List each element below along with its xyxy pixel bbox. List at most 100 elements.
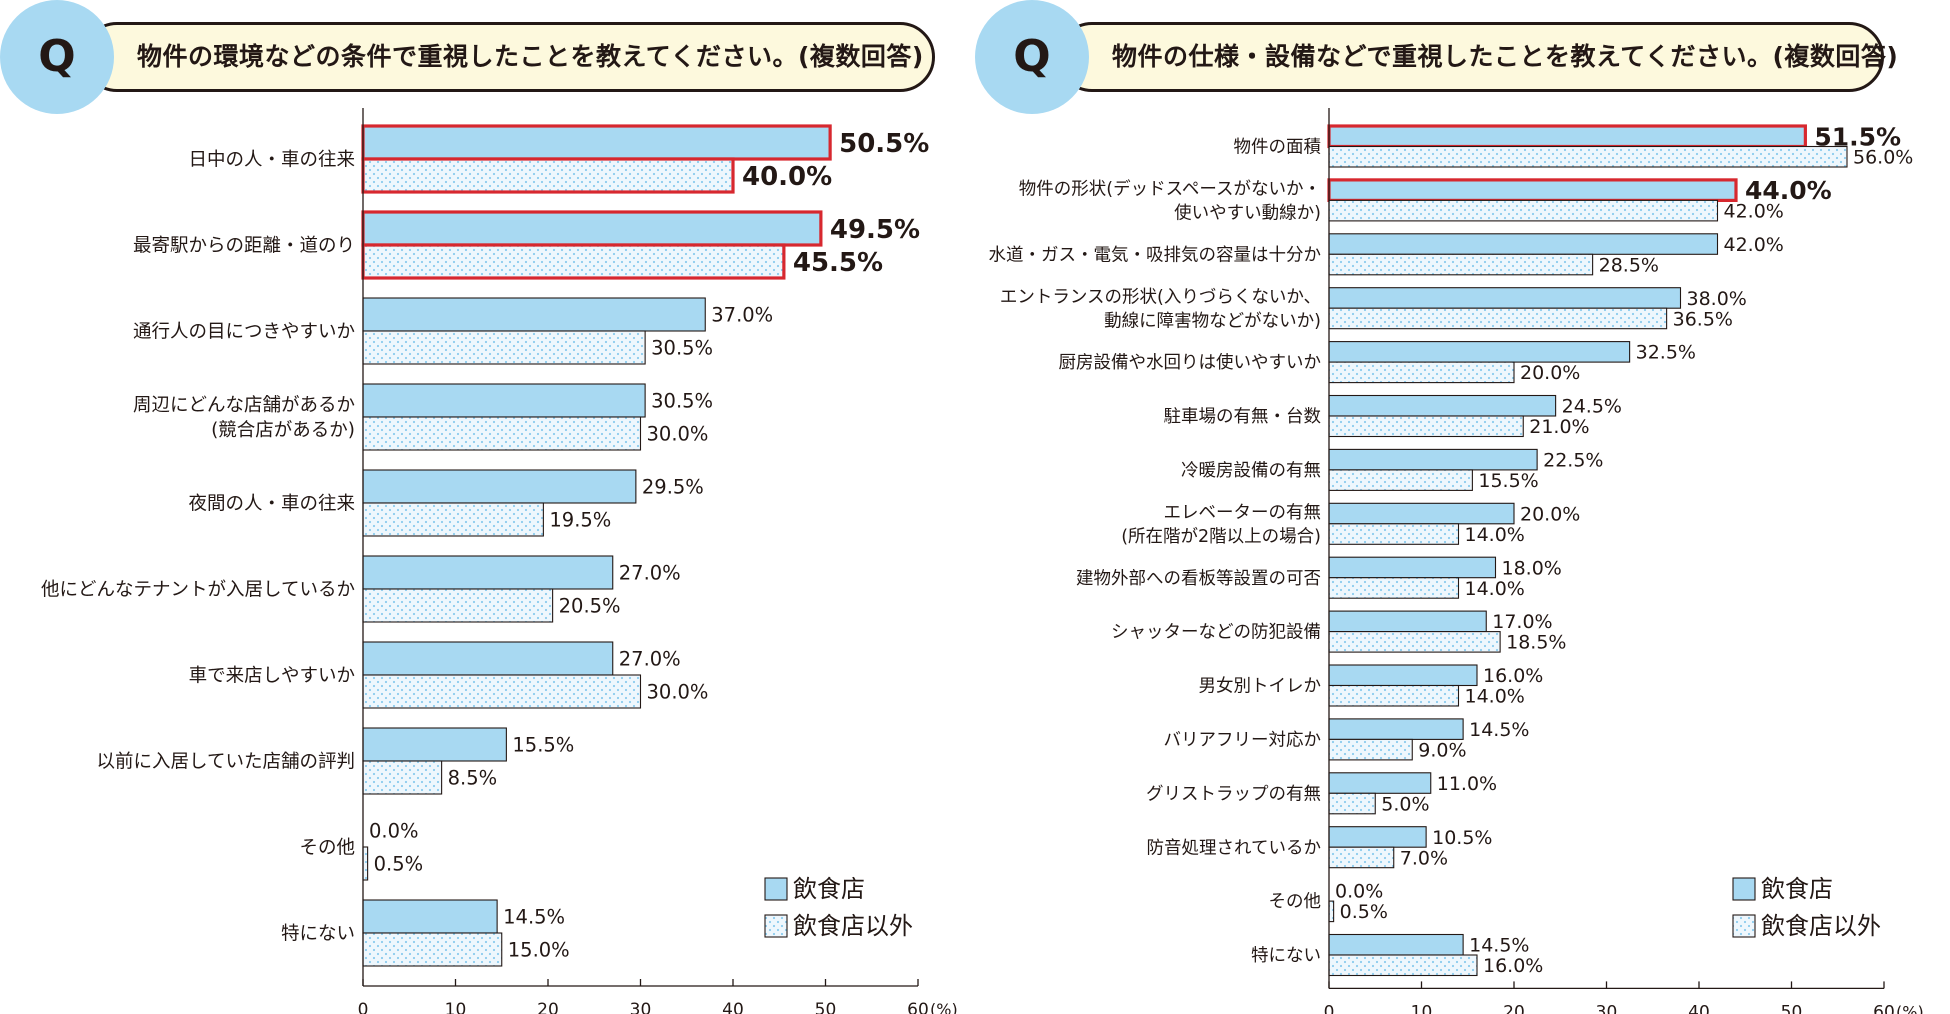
data-label: 21.0% — [1529, 416, 1589, 438]
bar-non-restaurant — [362, 846, 369, 881]
category-group: エレベーターの有無 (所在階が2階以上の場合) 20.0%14.0% — [1121, 502, 1580, 547]
bar-restaurant — [361, 124, 832, 161]
bar-restaurant — [1328, 610, 1487, 633]
bar-non-restaurant — [1328, 846, 1395, 869]
bar-non-restaurant — [362, 932, 503, 967]
bar-non-restaurant — [362, 760, 443, 795]
category-group: 日中の人・車の往来 50.5%40.0% — [188, 124, 929, 194]
bar-non-restaurant — [1328, 792, 1376, 815]
bar-non-restaurant — [361, 157, 735, 194]
data-label: 38.0% — [1687, 288, 1747, 310]
legend-swatch-restaurant — [764, 877, 788, 901]
bar-restaurant — [1328, 287, 1682, 309]
bar-restaurant — [1328, 826, 1427, 848]
category-group: 特にない 14.5%16.0% — [1251, 933, 1543, 977]
data-label: 30.5% — [651, 390, 713, 413]
category-group: バリアフリー対応か 14.5%9.0% — [1164, 718, 1529, 761]
x-tick-label: 10 — [1411, 1002, 1433, 1014]
bar-non-restaurant — [1328, 900, 1335, 923]
data-label: 18.0% — [1502, 557, 1562, 579]
question-box: 物件の環境などの条件で重視したことを教えてください。(複数回答) — [82, 22, 935, 92]
bar-restaurant — [1328, 394, 1557, 417]
category-label: 使いやすい動線か) — [1174, 203, 1321, 224]
category-label: その他 — [1269, 892, 1322, 912]
legend-label: 飲食店以外 — [1761, 912, 1881, 940]
bar-restaurant — [1327, 124, 1807, 149]
category-label: 他にどんなテナントが入居しているか — [41, 579, 355, 600]
data-label: 11.0% — [1437, 773, 1497, 795]
category-label: 防音処理されているか — [1147, 838, 1321, 858]
chart-panel-facilities: 物件の仕様・設備などで重視したことを教えてください。(複数回答) Q 物件の面積… — [975, 0, 1950, 1014]
category-label: エレベーターの有無 — [1164, 503, 1322, 523]
category-group: 車で来店しやすいか 27.0% 30.0% — [189, 641, 709, 709]
x-tick-label: 20 — [537, 1000, 559, 1014]
data-label: 0.5% — [374, 853, 424, 876]
data-label: 45.5% — [793, 248, 883, 278]
bar-restaurant — [1328, 448, 1538, 471]
bar-restaurant — [1328, 718, 1464, 740]
category-group: 厨房設備や水回りは使いやすいか 32.5% 20.0% — [1059, 341, 1696, 384]
data-label: 20.0% — [1520, 503, 1580, 525]
bar-restaurant — [362, 641, 614, 676]
category-label: その他 — [299, 837, 355, 858]
category-label: 動線に障害物などがないか) — [1104, 311, 1321, 331]
x-tick-label: 60 — [1873, 1002, 1895, 1014]
data-label: 7.0% — [1400, 847, 1448, 869]
question-mark-label: Q — [38, 31, 76, 82]
data-label: 15.5% — [512, 734, 574, 757]
question-box: 物件の仕様・設備などで重視したことを教えてください。(複数回答) — [1057, 22, 1898, 92]
bar-restaurant — [1327, 178, 1738, 202]
bar-chart-facilities: 物件の面積 51.5%56.0% 物件の形状(デッドスペースがないか・使いやすい動線… — [989, 108, 1924, 1014]
category-label: 最寄駅からの距離・道のり — [133, 235, 355, 256]
data-label: 15.5% — [1478, 470, 1538, 492]
bar-restaurant — [1328, 556, 1497, 579]
category-label: (所在階が2階以上の場合) — [1121, 527, 1321, 547]
category-label: 駐車場の有無・台数 — [1164, 407, 1322, 427]
data-label: 10.5% — [1432, 827, 1492, 849]
data-label: 24.5% — [1562, 396, 1622, 418]
category-group: 駐車場の有無・台数 24.5%21.0% — [1164, 394, 1622, 438]
bar-non-restaurant — [1328, 253, 1594, 276]
bar-non-restaurant — [1328, 684, 1460, 707]
bar-restaurant — [1328, 933, 1464, 956]
chart-panel-environment: 物件の環境などの条件で重視したことを教えてください。(複数回答) Q 日中の人・… — [0, 0, 958, 1014]
category-label: 車で来店しやすいか — [189, 665, 355, 686]
category-label: シャッターなどの防犯設備 — [1111, 623, 1321, 643]
data-label: 0.0% — [1335, 881, 1383, 903]
x-tick-label: 0 — [358, 1000, 369, 1014]
bar-restaurant — [1328, 502, 1515, 525]
x-tick-label: 60 — [907, 1000, 929, 1014]
bar-non-restaurant — [1328, 523, 1460, 545]
bar-restaurant — [1328, 341, 1631, 363]
data-label: 42.0% — [1724, 234, 1784, 256]
data-label: 14.5% — [503, 906, 565, 929]
bar-restaurant — [361, 210, 823, 247]
bar-restaurant — [362, 383, 646, 418]
category-group: 水道・ガス・電気・吸排気の容量は十分か 42.0% 28.5% — [989, 233, 1784, 276]
category-group: 物件の面積 51.5%56.0% — [1234, 122, 1914, 168]
x-tick-label: 10 — [445, 1000, 467, 1014]
data-label: 9.0% — [1418, 739, 1466, 761]
category-label: 男女別トイレか — [1199, 677, 1322, 697]
data-label: 30.0% — [647, 681, 709, 704]
category-group: 最寄駅からの距離・道のり 49.5%45.5% — [133, 210, 920, 280]
category-group: 防音処理されているか 10.5%7.0% — [1147, 826, 1492, 869]
data-label: 44.0% — [1745, 176, 1832, 205]
chart-title: 物件の環境などの条件で重視したことを教えてください。(複数回答) — [137, 42, 924, 71]
category-label: 物件の形状(デッドスペースがないか・ — [1019, 179, 1321, 200]
data-label: 40.0% — [742, 162, 832, 192]
data-label: 14.5% — [1469, 935, 1529, 957]
category-group: グリストラップの有無 11.0% 5.0% — [1146, 772, 1497, 815]
bar-non-restaurant — [1328, 469, 1473, 491]
bar-non-restaurant — [1328, 738, 1413, 761]
x-tick-label: 30 — [630, 1000, 652, 1014]
x-tick-label: 20 — [1503, 1002, 1525, 1014]
category-label: (競合店があるか) — [211, 420, 355, 441]
question-mark-label: Q — [1013, 31, 1051, 82]
data-label: 16.0% — [1483, 665, 1543, 687]
x-tick-label: 40 — [1688, 1002, 1710, 1014]
data-label: 27.0% — [619, 562, 681, 585]
data-label: 15.0% — [508, 939, 570, 962]
